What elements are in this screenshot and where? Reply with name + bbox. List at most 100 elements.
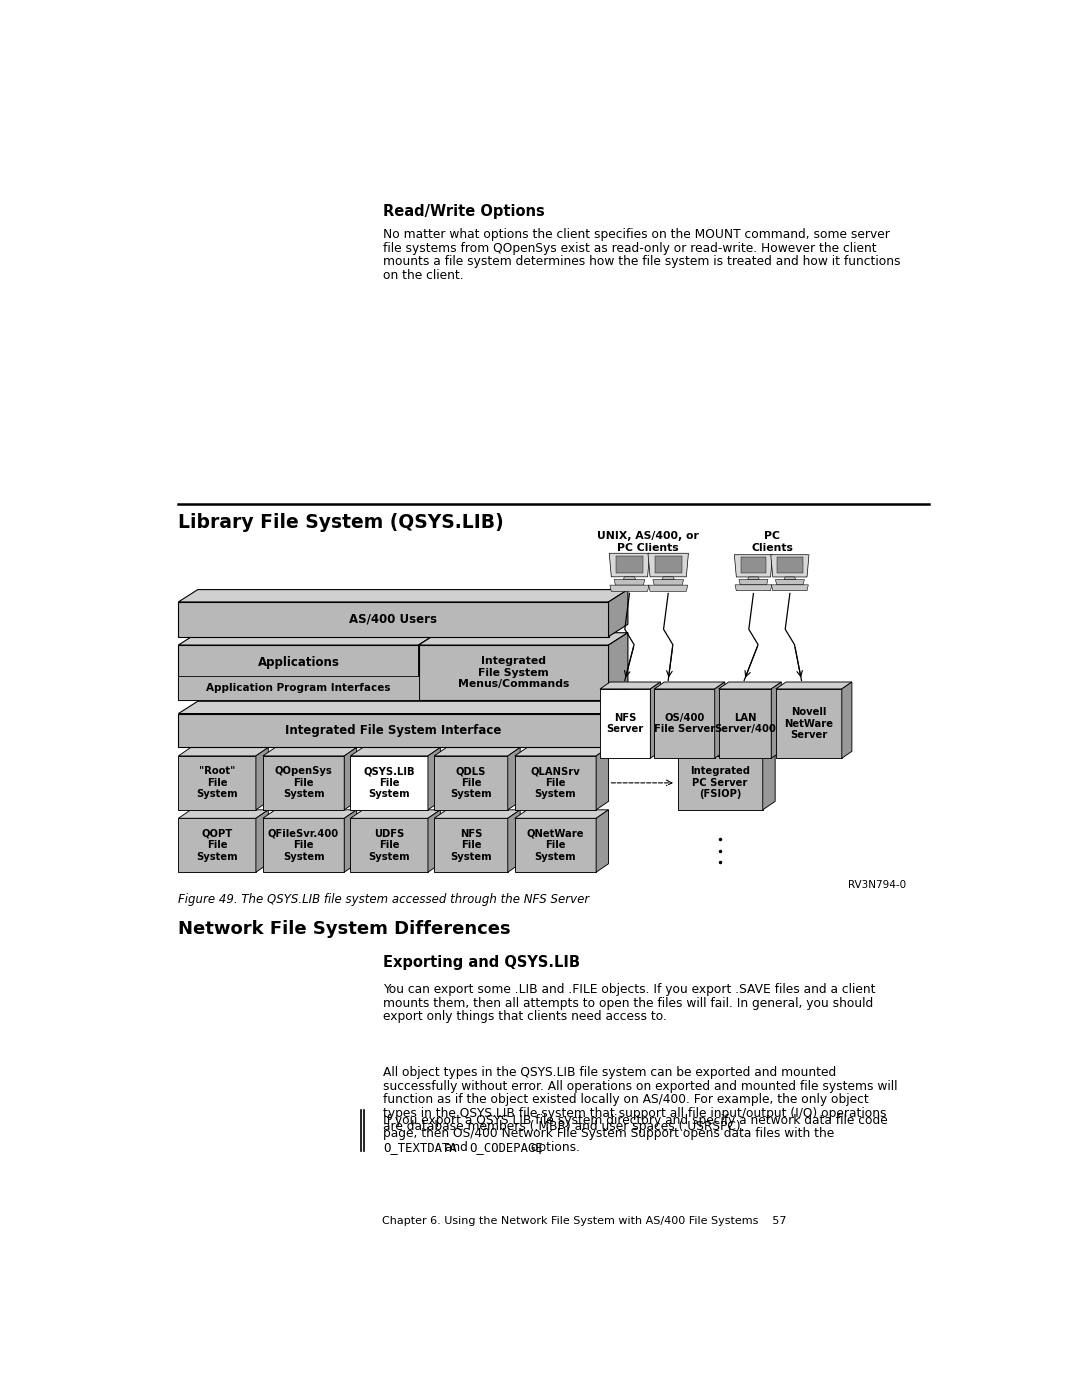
- Polygon shape: [662, 577, 675, 580]
- Text: types in the QSYS.LIB file system that support all file input/output (I/O) opera: types in the QSYS.LIB file system that s…: [383, 1106, 887, 1119]
- Polygon shape: [428, 747, 441, 810]
- Text: Read/Write Options: Read/Write Options: [383, 204, 544, 219]
- Text: Library File System (QSYS.LIB): Library File System (QSYS.LIB): [177, 513, 503, 532]
- Text: Novell
NetWare
Server: Novell NetWare Server: [784, 707, 834, 740]
- Polygon shape: [715, 682, 725, 759]
- Polygon shape: [762, 747, 775, 810]
- Polygon shape: [178, 714, 608, 747]
- Polygon shape: [262, 819, 345, 872]
- Text: QNetWare
File
System: QNetWare File System: [527, 828, 584, 862]
- Text: "Root"
File
System: "Root" File System: [197, 767, 238, 799]
- Polygon shape: [515, 747, 608, 756]
- Polygon shape: [608, 701, 627, 747]
- Text: Chapter 6. Using the Network File System with AS/400 File Systems    57: Chapter 6. Using the Network File System…: [382, 1217, 786, 1227]
- Polygon shape: [178, 819, 256, 872]
- Polygon shape: [434, 747, 521, 756]
- Polygon shape: [609, 553, 650, 577]
- Polygon shape: [775, 682, 852, 689]
- Polygon shape: [178, 633, 438, 645]
- Polygon shape: [350, 756, 428, 810]
- Polygon shape: [600, 682, 661, 689]
- Text: NFS
File
System: NFS File System: [450, 828, 491, 862]
- Polygon shape: [515, 756, 596, 810]
- Polygon shape: [262, 810, 356, 819]
- Polygon shape: [178, 645, 419, 700]
- Text: NFS
Server: NFS Server: [607, 712, 644, 735]
- Polygon shape: [775, 689, 841, 759]
- Polygon shape: [649, 585, 688, 591]
- Text: O_CODEPAGE: O_CODEPAGE: [469, 1141, 543, 1154]
- Polygon shape: [345, 747, 356, 810]
- Polygon shape: [434, 756, 508, 810]
- Text: Figure 49. The QSYS.LIB file system accessed through the NFS Server: Figure 49. The QSYS.LIB file system acce…: [177, 893, 589, 907]
- Polygon shape: [600, 689, 650, 759]
- Polygon shape: [419, 645, 608, 700]
- Polygon shape: [178, 602, 608, 637]
- Polygon shape: [747, 577, 759, 580]
- Polygon shape: [650, 682, 661, 759]
- Polygon shape: [178, 676, 419, 700]
- Text: mounts a file system determines how the file system is treated and how it functi: mounts a file system determines how the …: [383, 256, 901, 268]
- Text: Integrated
File System
Menus/Commands: Integrated File System Menus/Commands: [458, 657, 569, 689]
- Polygon shape: [608, 590, 627, 637]
- Polygon shape: [608, 633, 627, 700]
- Polygon shape: [508, 747, 521, 810]
- Text: AS/400 Users: AS/400 Users: [350, 613, 437, 626]
- Text: and: and: [441, 1141, 472, 1154]
- Polygon shape: [771, 682, 781, 759]
- Polygon shape: [739, 580, 768, 585]
- Text: O_TEXTDATA: O_TEXTDATA: [383, 1141, 457, 1154]
- Text: QOpenSys
File
System: QOpenSys File System: [274, 767, 333, 799]
- Text: LAN
Server/400: LAN Server/400: [714, 712, 775, 735]
- Text: OS/400
File Server: OS/400 File Server: [653, 712, 715, 735]
- Polygon shape: [178, 701, 627, 714]
- Text: function as if the object existed locally on AS/400. For example, the only objec: function as if the object existed locall…: [383, 1094, 868, 1106]
- Polygon shape: [262, 747, 356, 756]
- Text: Applications: Applications: [258, 657, 339, 669]
- Text: QDLS
File
System: QDLS File System: [450, 767, 491, 799]
- Polygon shape: [434, 819, 508, 872]
- Polygon shape: [178, 590, 627, 602]
- Polygon shape: [345, 810, 356, 872]
- Text: RV3N794-0: RV3N794-0: [848, 880, 906, 890]
- Polygon shape: [654, 682, 725, 689]
- Text: If you export a QSYS.LIB file system directory and specify a network data file c: If you export a QSYS.LIB file system dir…: [383, 1113, 888, 1127]
- Text: page, then OS/400 Network File System Support opens data files with the: page, then OS/400 Network File System Su…: [383, 1127, 834, 1140]
- Polygon shape: [428, 810, 441, 872]
- Polygon shape: [596, 747, 608, 810]
- Polygon shape: [648, 553, 688, 577]
- Text: are database members (.MBR) and user spaces (.USRSPC).: are database members (.MBR) and user spa…: [383, 1120, 744, 1133]
- Polygon shape: [256, 747, 268, 810]
- Text: Exporting and QSYS.LIB: Exporting and QSYS.LIB: [383, 954, 580, 970]
- Polygon shape: [654, 556, 681, 573]
- Polygon shape: [771, 585, 808, 591]
- Text: QLANSrv
File
System: QLANSrv File System: [530, 767, 580, 799]
- Text: QSYS.LIB
File
System: QSYS.LIB File System: [364, 767, 415, 799]
- Text: Network File System Differences: Network File System Differences: [177, 921, 510, 937]
- Text: QOPT
File
System: QOPT File System: [197, 828, 238, 862]
- Polygon shape: [841, 682, 852, 759]
- Polygon shape: [610, 585, 649, 591]
- Text: Application Program Interfaces: Application Program Interfaces: [206, 683, 391, 693]
- Text: on the client.: on the client.: [383, 268, 463, 282]
- Text: Integrated
PC Server
(FSIOP): Integrated PC Server (FSIOP): [690, 767, 751, 799]
- Polygon shape: [508, 810, 521, 872]
- Text: No matter what options the client specifies on the MOUNT command, some server: No matter what options the client specif…: [383, 229, 890, 242]
- Text: mounts them, then all attempts to open the files will fail. In general, you shou: mounts them, then all attempts to open t…: [383, 996, 874, 1010]
- Polygon shape: [677, 747, 775, 756]
- Polygon shape: [350, 819, 428, 872]
- Polygon shape: [652, 580, 684, 585]
- Polygon shape: [350, 747, 441, 756]
- Text: QFileSvr.400
File
System: QFileSvr.400 File System: [268, 828, 339, 862]
- Text: UDFS
File
System: UDFS File System: [368, 828, 410, 862]
- Text: UNIX, AS/400, or
PC Clients: UNIX, AS/400, or PC Clients: [597, 531, 699, 553]
- Text: file systems from QOpenSys exist as read-only or read-write. However the client: file systems from QOpenSys exist as read…: [383, 242, 877, 254]
- Text: export only things that clients need access to.: export only things that clients need acc…: [383, 1010, 666, 1023]
- Polygon shape: [616, 556, 643, 573]
- Polygon shape: [777, 557, 802, 573]
- Polygon shape: [178, 747, 268, 756]
- Polygon shape: [419, 633, 627, 645]
- Polygon shape: [256, 810, 268, 872]
- Text: options.: options.: [527, 1141, 580, 1154]
- Polygon shape: [734, 555, 772, 577]
